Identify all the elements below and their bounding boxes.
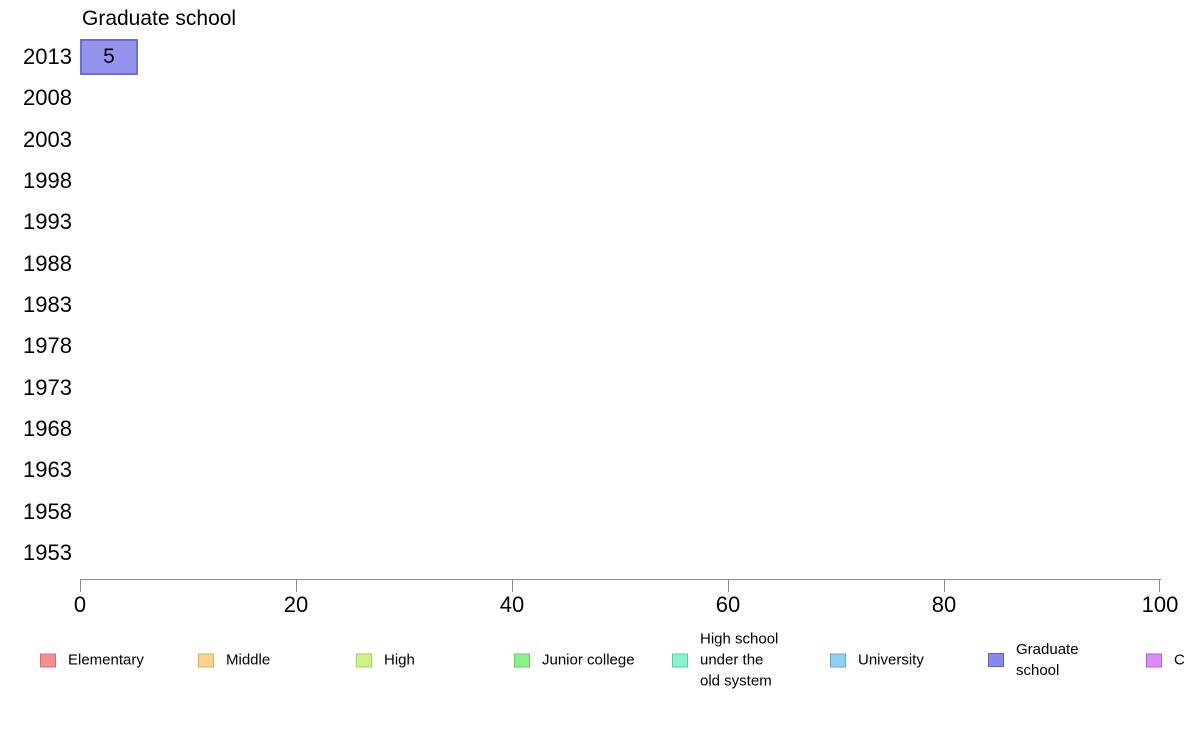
y-tick-label: 1963 [23,457,72,483]
legend-item-high: High [356,650,415,671]
legend-swatch [830,653,846,667]
legend-swatch [672,653,688,667]
legend-label: Junior college [542,651,635,669]
legend-item-junior-college: Junior college [514,650,635,671]
y-tick-label: 1993 [23,209,72,235]
legend-item-high-school-under-the-old-system: High school under the old system [672,629,778,692]
y-tick-label: 2008 [23,85,72,111]
legend-label: C [1174,651,1185,669]
legend-item-middle: Middle [198,650,270,671]
y-tick-label: 1998 [23,167,72,193]
legend-item-graduate-school: Graduate school [988,639,1079,681]
bar-2013: 5 [80,38,138,75]
bar-value-label: 5 [103,44,115,68]
legend-item-university: University [830,650,924,671]
x-tick-label: 40 [499,592,525,617]
x-tick [944,579,945,592]
y-tick-label: 1953 [23,540,72,565]
y-tick-label: 1988 [23,250,72,276]
y-tick-label: 1968 [23,415,72,441]
x-tick-label: 80 [931,592,957,617]
legend-label: Middle [226,651,271,669]
x-tick [1159,579,1160,592]
x-tick-label: 100 [1141,592,1179,617]
legend-swatch [356,653,372,667]
x-tick [728,579,729,592]
legend-label: University [858,651,924,669]
legend-swatch [198,653,214,667]
x-tick-label: 20 [283,592,309,617]
y-tick-label: 1983 [23,291,72,317]
y-tick-label: 2013 [23,43,72,69]
legend-label: Graduate school [1016,641,1079,679]
x-tick [80,579,81,592]
y-tick-label: 1978 [23,333,72,359]
x-tick-label: 60 [715,592,741,617]
legend-swatch [40,653,56,667]
y-tick-label: 1973 [23,374,72,400]
legend-swatch [988,653,1004,667]
legend-label: Elementary [68,651,144,669]
x-tick-label: 0 [73,592,87,617]
x-tick [512,579,513,592]
legend-swatch [514,653,530,667]
x-tick [296,579,297,592]
chart-title: Graduate school [82,7,237,30]
legend-swatch [1146,653,1162,667]
y-tick-label: 2003 [23,126,72,152]
y-tick-label: 1958 [23,498,72,524]
legend-label: High school under the old system [700,630,779,690]
legend-item-c: C [1146,650,1185,671]
x-axis-line [80,579,1161,580]
legend-item-elementary: Elementary [40,650,144,671]
legend-label: High [384,651,415,669]
